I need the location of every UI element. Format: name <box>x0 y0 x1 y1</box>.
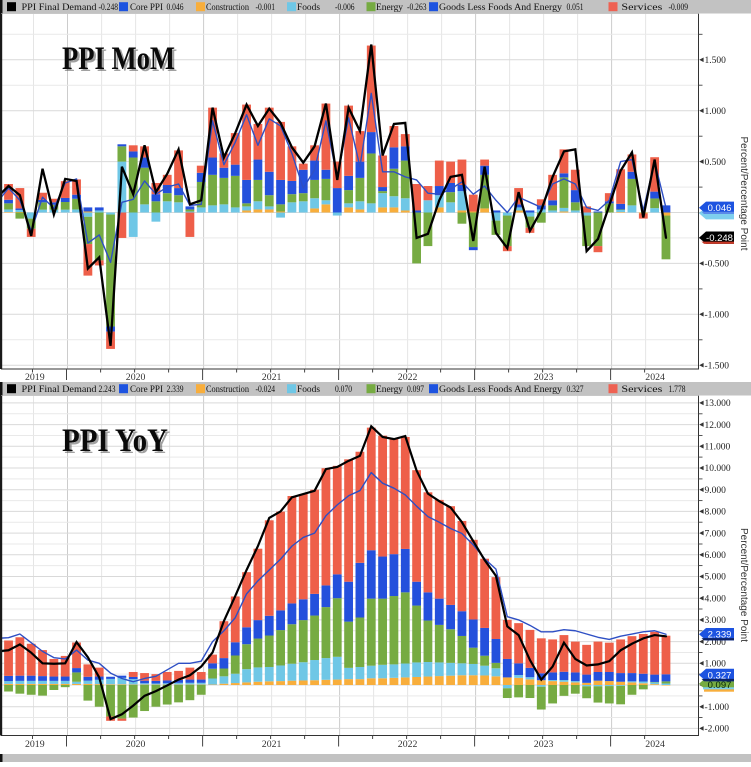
svg-text:-1.000: -1.000 <box>705 311 730 321</box>
svg-text:2019: 2019 <box>25 739 45 750</box>
svg-text:Core PPI: Core PPI <box>130 3 163 13</box>
svg-text:2.339: 2.339 <box>708 630 732 641</box>
svg-text:0.046: 0.046 <box>708 203 732 214</box>
svg-text:-0.009: -0.009 <box>669 3 689 13</box>
svg-text:1.000: 1.000 <box>705 107 727 117</box>
svg-text:1.000: 1.000 <box>705 660 727 670</box>
svg-text:-1.000: -1.000 <box>705 703 730 713</box>
svg-text:2021: 2021 <box>262 372 282 383</box>
svg-text:Services: Services <box>621 3 662 13</box>
svg-text:Services: Services <box>621 385 662 395</box>
svg-text:Core PPI: Core PPI <box>130 385 163 395</box>
svg-text:2020: 2020 <box>126 372 146 383</box>
svg-text:PPI Final Demand: PPI Final Demand <box>22 3 97 13</box>
svg-text:9.000: 9.000 <box>705 486 727 496</box>
svg-text:Foods: Foods <box>297 385 320 395</box>
svg-text:2024: 2024 <box>645 372 665 383</box>
svg-text:0.097: 0.097 <box>708 680 732 691</box>
svg-text:12.000: 12.000 <box>705 421 731 431</box>
svg-text:-0.248: -0.248 <box>706 233 733 244</box>
svg-text:2022: 2022 <box>398 739 418 750</box>
svg-text:2.243: 2.243 <box>99 385 116 395</box>
svg-text:0.327: 0.327 <box>567 385 584 395</box>
svg-text:2019: 2019 <box>25 372 45 383</box>
svg-text:Energy: Energy <box>376 3 403 13</box>
svg-text:0.070: 0.070 <box>335 385 352 395</box>
svg-text:11.000: 11.000 <box>705 443 731 453</box>
svg-text:2022: 2022 <box>398 372 418 383</box>
svg-text:-2.000: -2.000 <box>705 725 730 735</box>
svg-text:-0.263: -0.263 <box>407 3 427 13</box>
svg-text:4.000: 4.000 <box>705 594 727 604</box>
svg-text:10.000: 10.000 <box>705 464 731 474</box>
svg-text:-0.024: -0.024 <box>256 385 276 395</box>
svg-text:-0.006: -0.006 <box>335 3 355 13</box>
svg-text:Goods Less Foods And Energy: Goods Less Foods And Energy <box>439 3 562 13</box>
svg-text:5.000: 5.000 <box>705 573 727 583</box>
svg-text:2.339: 2.339 <box>167 385 184 395</box>
svg-text:PPI MoM: PPI MoM <box>62 41 175 77</box>
svg-text:0.051: 0.051 <box>567 3 584 13</box>
svg-text:Construction: Construction <box>206 3 249 13</box>
svg-text:PPI YoY: PPI YoY <box>62 423 168 459</box>
svg-text:7.000: 7.000 <box>705 529 727 539</box>
svg-text:2020: 2020 <box>126 739 146 750</box>
svg-text:6.000: 6.000 <box>705 551 727 561</box>
svg-text:2023: 2023 <box>534 739 554 750</box>
svg-text:Foods: Foods <box>297 3 320 13</box>
svg-text:0.046: 0.046 <box>167 3 184 13</box>
svg-text:-0.248: -0.248 <box>99 3 119 13</box>
svg-text:2024: 2024 <box>645 739 665 750</box>
svg-text:2023: 2023 <box>534 372 554 383</box>
svg-text:1.500: 1.500 <box>705 56 727 66</box>
svg-text:2021: 2021 <box>262 739 282 750</box>
svg-text:PPI Final Demand: PPI Final Demand <box>22 385 97 395</box>
svg-text:Percent/Percentage Point: Percent/Percentage Point <box>738 137 749 251</box>
svg-text:1.778: 1.778 <box>669 385 686 395</box>
svg-text:Goods Less Foods And Energy: Goods Less Foods And Energy <box>439 385 562 395</box>
svg-text:-1.500: -1.500 <box>705 361 730 371</box>
svg-text:Percent/Percentage Point: Percent/Percentage Point <box>738 528 749 642</box>
svg-text:0.327: 0.327 <box>708 670 732 681</box>
svg-text:Construction: Construction <box>206 385 249 395</box>
svg-text:-0.001: -0.001 <box>256 3 276 13</box>
svg-text:3.000: 3.000 <box>705 616 727 626</box>
svg-text:0.097: 0.097 <box>407 385 424 395</box>
svg-text:-0.500: -0.500 <box>705 260 730 270</box>
svg-text:Energy: Energy <box>376 385 403 395</box>
svg-text:8.000: 8.000 <box>705 508 727 518</box>
svg-text:13.000: 13.000 <box>705 399 731 409</box>
svg-text:0.500: 0.500 <box>705 158 727 168</box>
